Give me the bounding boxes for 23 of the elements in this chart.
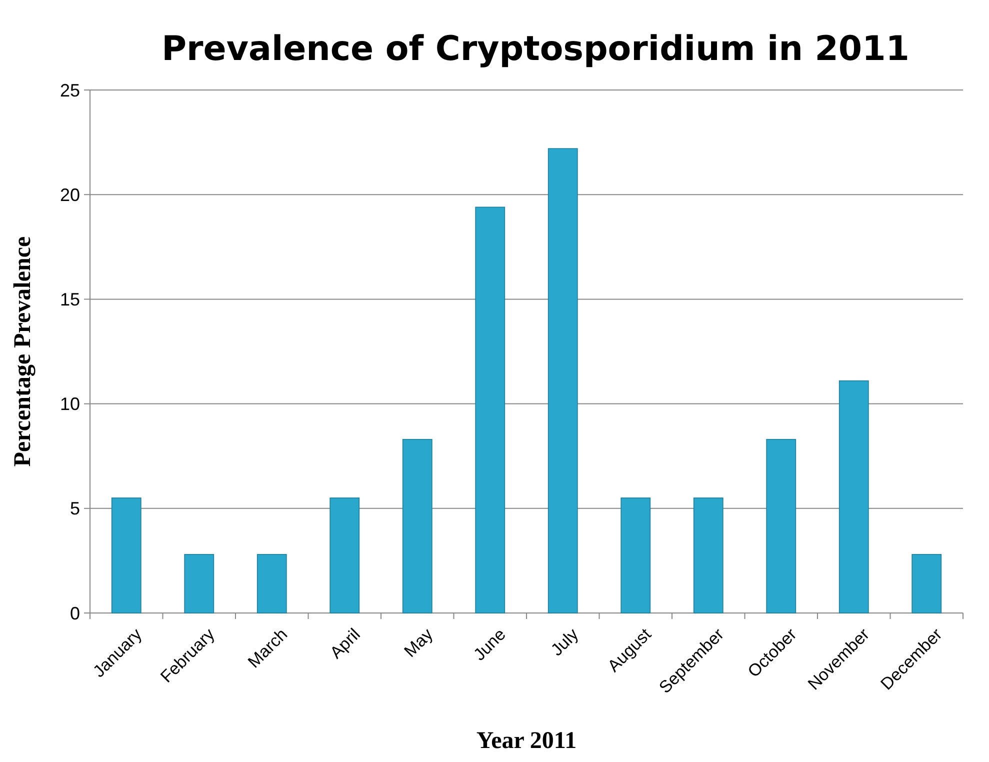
bar — [620, 498, 651, 614]
y-tick-label: 25 — [60, 80, 80, 100]
y-tick-label: 20 — [60, 184, 80, 205]
y-tick-label: 15 — [60, 290, 80, 310]
bar — [475, 206, 506, 614]
bar — [330, 498, 360, 614]
bar — [256, 554, 287, 614]
y-axis-title: Percentage Prevalence — [10, 236, 36, 467]
bar — [838, 380, 869, 614]
chart-title: Prevalence of Cryptosporidium in 2011 — [162, 29, 910, 69]
bar — [184, 554, 214, 614]
x-tick-label: July — [547, 624, 582, 660]
bar — [912, 554, 942, 614]
bar — [548, 148, 578, 614]
x-tick-label: May — [400, 624, 437, 661]
bar — [402, 438, 432, 614]
y-tick-label: 5 — [70, 498, 80, 519]
x-axis-title: Year 2011 — [476, 728, 577, 754]
bar — [766, 438, 796, 614]
y-tick-label: 0 — [70, 603, 80, 624]
bar — [111, 498, 142, 614]
y-tick-label: 10 — [60, 394, 80, 414]
bar — [693, 498, 724, 614]
